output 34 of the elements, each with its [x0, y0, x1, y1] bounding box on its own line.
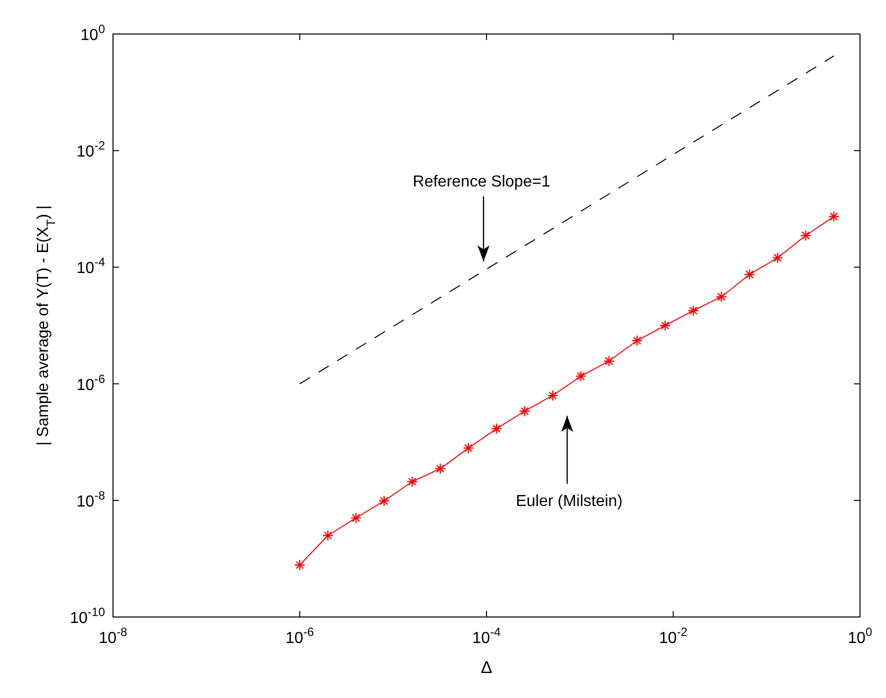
- point: [294, 559, 306, 571]
- point: [631, 335, 643, 346]
- x-axis-title: Δ: [480, 658, 492, 677]
- point: [519, 406, 530, 417]
- y-tick-label: 10$^{-8}$: [76, 488, 106, 510]
- point: [434, 463, 446, 474]
- x-tick-label: 10$^{-8}$: [98, 625, 128, 647]
- point: [575, 370, 586, 382]
- point: [378, 495, 390, 507]
- point: [800, 230, 812, 242]
- point: [660, 320, 671, 332]
- y-tick-label: 10$^{-10}$: [70, 605, 106, 627]
- x-tick-label: 10$^{-6}$: [286, 625, 314, 647]
- point: [772, 252, 784, 264]
- x-tick-label: 10$^{0}$: [848, 625, 873, 647]
- x-tick-label: 10$^{-4}$: [472, 625, 502, 647]
- x-tick-label: 10$^{-2}$: [659, 625, 688, 647]
- y-tick-label: 10$^{-2}$: [76, 138, 106, 161]
- y-tick-label: 10$^{0}$: [80, 22, 106, 44]
- point: [603, 356, 615, 367]
- point: [462, 442, 474, 454]
- point: [350, 512, 362, 524]
- point: [744, 268, 756, 280]
- point: [322, 530, 334, 542]
- annotation: Reference Slope=1: [412, 173, 550, 190]
- point: [716, 291, 727, 302]
- point: [490, 423, 502, 434]
- point: [828, 210, 840, 222]
- point: [688, 305, 699, 316]
- point: [547, 390, 558, 402]
- annotation: Euler (Milstein): [516, 492, 623, 510]
- point: [406, 476, 418, 488]
- y-tick-label: 10$^{-6}$: [76, 372, 106, 394]
- y-tick-label: 10$^{-4}$: [76, 255, 106, 278]
